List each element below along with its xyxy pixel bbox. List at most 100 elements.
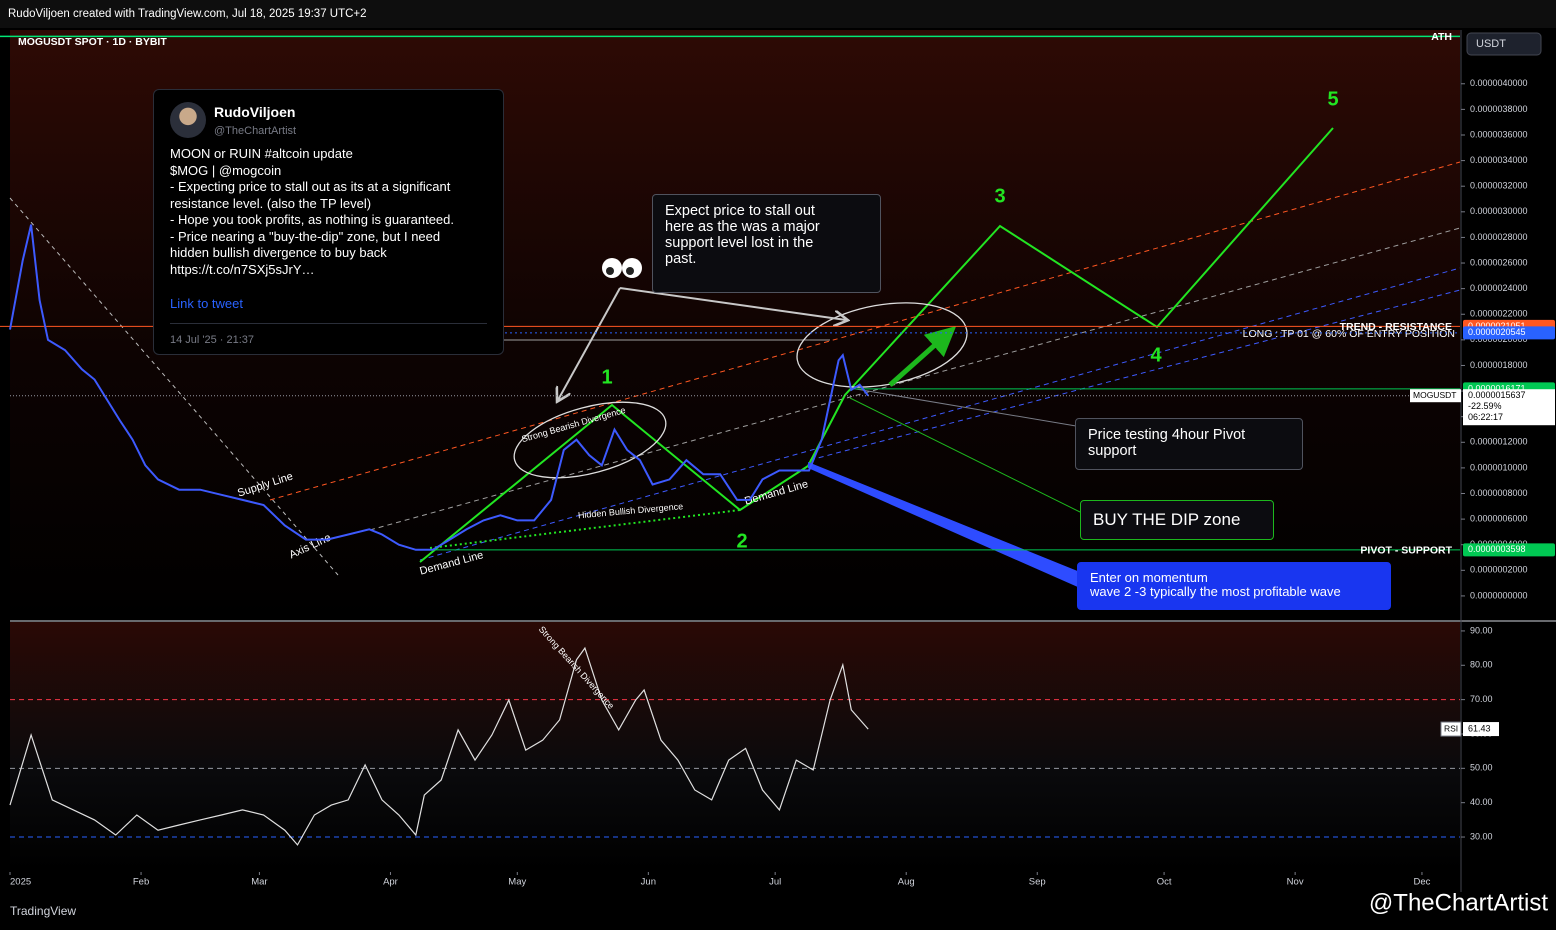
tweet-line: MOON or RUIN #altcoin update: [170, 146, 353, 161]
callout-line: wave 2 -3 typically the most profitable …: [1090, 584, 1341, 599]
price-tag-label: 0.0000003598: [1468, 544, 1526, 554]
wave-path: [419, 127, 1334, 563]
y-tick-label: 40.00: [1470, 797, 1493, 807]
tweet-link[interactable]: Link to tweet: [170, 296, 243, 311]
drawings: [9, 127, 1461, 588]
callout-line: support level lost in the: [665, 235, 814, 251]
price-tag: [1463, 543, 1555, 557]
x-tick-label: Jul: [769, 877, 781, 888]
x-tick-label: Oct: [1157, 877, 1172, 888]
callout: Expect price to stall out here as the was…: [652, 194, 881, 293]
y-tick-label: 30.00: [1470, 831, 1493, 841]
y-tick-label: 0.0000028000: [1470, 232, 1528, 242]
name-tag: [1440, 721, 1462, 737]
level-name: PIVOT - SUPPORT: [1360, 545, 1452, 557]
tweet-line: $MOG | @mogcoin: [170, 162, 282, 178]
x-tick-label: Feb: [133, 877, 149, 888]
y-tick-label: 0.0000038000: [1470, 104, 1528, 114]
header: RudoViljoen created with TradingView.com…: [8, 8, 367, 20]
arrow: [558, 287, 621, 400]
currency-box: [1466, 32, 1542, 56]
drawing-label: LONG : TP 01 @ 60% OF ENTRY POSITION: [1243, 328, 1455, 340]
x-tick-label: 2025: [10, 877, 31, 888]
tweet-card: RudoViljoen @TheChartArtist MOON or RUIN…: [153, 89, 504, 355]
series-line: [9, 646, 869, 846]
value-tag-label: 61.43: [1468, 723, 1491, 733]
y-tick-label: 0.0000034000: [1470, 155, 1528, 165]
trend-line: [269, 161, 1461, 501]
price-tag-label: 0.0000016171: [1468, 383, 1526, 393]
tweet-handle: @TheChartArtist: [214, 125, 297, 137]
eye-icon: [626, 267, 634, 275]
y-tick-label: 90.00: [1470, 625, 1493, 635]
y-tick-label: 0.0000018000: [1470, 360, 1528, 370]
currency: USDT: [1476, 38, 1506, 50]
ellipse: [513, 401, 667, 479]
arrow: [888, 326, 957, 387]
value-tag: [1463, 722, 1499, 737]
symbol-tag-label: MOGUSDT: [1413, 390, 1456, 400]
divergence-line: [429, 509, 741, 549]
arrow: [619, 287, 846, 320]
level-name: ATH: [1431, 31, 1452, 43]
callout-line: here as the was a major: [665, 219, 820, 235]
callout: Price testing 4hour Pivot support: [1075, 418, 1303, 470]
countdown-label: 06:22:17: [1468, 412, 1503, 422]
price-tag: [1463, 326, 1555, 340]
callout: BUY THE DIP zone: [1080, 500, 1274, 540]
x-tick-label: Mar: [251, 877, 267, 888]
wave-label: 4: [1150, 344, 1162, 366]
last-price-label: 0.0000015637: [1468, 390, 1526, 400]
callout-line: BUY THE DIP zone: [1093, 510, 1241, 529]
price-tag-label: 0.0000021051: [1468, 321, 1526, 331]
last-price-tag: [1463, 389, 1555, 426]
y-tick-label: 80.00: [1470, 660, 1493, 670]
x-tick-label: May: [508, 877, 526, 888]
x-tick-label: Apr: [383, 877, 398, 888]
y-tick-label: 50.00: [1470, 763, 1493, 773]
callout-line: Price testing 4hour Pivot: [1088, 427, 1246, 443]
price-tag-label: 0.0000020545: [1468, 327, 1526, 337]
wave-label: 3: [994, 185, 1005, 207]
y-tick-label: 0.0000032000: [1470, 181, 1528, 191]
y-tick-label: 0.0000012000: [1470, 437, 1528, 447]
x-tick-label: Sep: [1029, 877, 1046, 888]
x-tick-label: Nov: [1287, 877, 1304, 888]
separator: [170, 323, 487, 324]
tweet-line: resistance level. (also the TP level): [170, 195, 372, 211]
eye-icon: [606, 267, 614, 275]
y-tick-label: 0.0000030000: [1470, 206, 1528, 216]
rsi-pane: [10, 622, 1460, 870]
symbol-tag: [1410, 389, 1461, 403]
x-tick-label: Aug: [898, 877, 915, 888]
tweet-line: - Hope you took profits, as nothing is g…: [170, 212, 455, 227]
footer-brand: TradingView: [10, 904, 76, 918]
pane-layer: 0.00000000000.00000020000.00000040000.00…: [0, 31, 1555, 600]
top-bar: [0, 0, 1556, 28]
tweet-date: 14 Jul '25 · 21:37: [170, 334, 255, 346]
callout-line: Expect price to stall out: [665, 203, 815, 219]
connector: [808, 462, 1080, 588]
y-tick-label: 0.0000026000: [1470, 257, 1528, 267]
y-tick-label: 0.0000040000: [1470, 78, 1528, 88]
callout-line: Enter on momentum: [1090, 570, 1208, 585]
y-tick-label: 0.0000006000: [1470, 513, 1528, 523]
y-tick-label: 0.0000002000: [1470, 565, 1528, 575]
tweet-line: - Price nearing a "buy-the-dip" zone, bu…: [170, 228, 441, 244]
avatar: [170, 102, 206, 138]
trend-line: [9, 197, 339, 576]
footer-author: @TheChartArtist: [1369, 889, 1548, 916]
tweet-line: https://t.co/n7SXj5sJrY…: [170, 261, 315, 277]
callout-line: support: [1088, 443, 1137, 459]
wave-label: 1: [601, 366, 612, 388]
connector: [849, 397, 1081, 513]
y-tick-label: 0.0000008000: [1470, 488, 1528, 498]
callout: Enter on momentum wave 2 -3 typically the…: [1077, 562, 1391, 610]
y-tick-label: 0.0000010000: [1470, 462, 1528, 472]
connector: [849, 387, 1077, 427]
trend-line: [419, 267, 1461, 561]
level-name: TREND - RESISTANCE: [1340, 321, 1452, 333]
tweet-name: RudoViljoen: [214, 104, 296, 120]
wave-label: 2: [736, 530, 747, 552]
